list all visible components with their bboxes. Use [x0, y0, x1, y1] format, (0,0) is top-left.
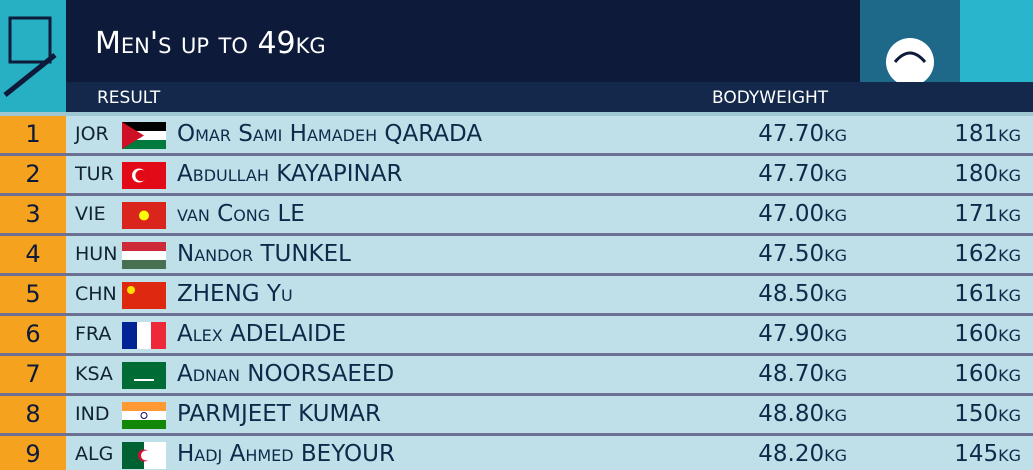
rank: 7: [0, 356, 66, 393]
table-row: 4 HUN Nandor TUNKEL 47.50kg 162kg: [0, 236, 1033, 276]
table-row: 9 ALG Hadj Ahmed BEYOUR 48.20kg 145kg: [0, 436, 1033, 470]
bodyweight: 48.70kg: [758, 361, 847, 387]
bodyweight: 48.80kg: [758, 401, 847, 427]
flag: [122, 242, 166, 269]
result: 162kg: [954, 241, 1021, 267]
sport-icon: [0, 0, 66, 112]
bodyweight: 47.50kg: [758, 241, 847, 267]
subheader-band: [0, 82, 1033, 112]
column-label: RESULT: [97, 88, 161, 108]
bodyweight: 48.20kg: [758, 441, 847, 467]
flag: [122, 122, 166, 149]
athlete-name: Alex ADELAIDE: [177, 321, 347, 347]
country-code: KSA: [75, 363, 113, 385]
result: 160kg: [954, 321, 1021, 347]
athlete-name: PARMJEET KUMAR: [177, 401, 382, 427]
table-row: 3 VIE van Cong LE 47.00kg 171kg: [0, 196, 1033, 236]
athlete-name: van Cong LE: [177, 201, 305, 227]
table-row: 2 TUR Abdullah KAYAPINAR 47.70kg 180kg: [0, 156, 1033, 196]
rank: 6: [0, 316, 66, 353]
country-code: IND: [75, 403, 110, 425]
table-row: 5 CHN ZHENG Yu 48.50kg 161kg: [0, 276, 1033, 316]
athlete-name: Abdullah KAYAPINAR: [177, 161, 403, 187]
rank: 8: [0, 396, 66, 433]
table-row: 7 KSA Adnan NOORSAEED 48.70kg 160kg: [0, 356, 1033, 396]
rank: 4: [0, 236, 66, 273]
flag: [122, 362, 166, 389]
result: 150kg: [954, 401, 1021, 427]
country-code: FRA: [75, 323, 112, 345]
bodyweight: 47.90kg: [758, 321, 847, 347]
rank: 2: [0, 156, 66, 193]
country-code: ALG: [75, 443, 114, 465]
bodyweight: 47.70kg: [758, 161, 847, 187]
result: 171kg: [954, 201, 1021, 227]
bodyweight: 47.00kg: [758, 201, 847, 227]
table-row: 1 JOR Omar Sami Hamadeh QARADA 47.70kg 181kg: [0, 116, 1033, 156]
athlete-name: Adnan NOORSAEED: [177, 361, 395, 387]
flag: [122, 162, 166, 189]
country-code: VIE: [75, 203, 106, 225]
result: 145kg: [954, 441, 1021, 467]
title: Men's up to 49kg: [95, 26, 326, 61]
athlete-name: ZHENG Yu: [177, 281, 293, 307]
flag: [122, 202, 166, 229]
result: 180kg: [954, 161, 1021, 187]
logo-decoration: [860, 0, 1033, 82]
result: 160kg: [954, 361, 1021, 387]
flag: [122, 402, 166, 429]
country-code: TUR: [75, 163, 114, 185]
athlete-name: Hadj Ahmed BEYOUR: [177, 441, 395, 467]
rank: 9: [0, 436, 66, 470]
rank: 5: [0, 276, 66, 313]
athlete-name: Omar Sami Hamadeh QARADA: [177, 121, 483, 147]
flag: [122, 282, 166, 309]
country-code: HUN: [75, 243, 118, 265]
bodyweight: 48.50kg: [758, 281, 847, 307]
rank: 1: [0, 116, 66, 153]
column-label: BODYWEIGHT: [712, 88, 829, 108]
flag: [122, 322, 166, 349]
rank: 3: [0, 196, 66, 233]
country-code: JOR: [75, 123, 109, 145]
bodyweight: 47.70kg: [758, 121, 847, 147]
athlete-name: Nandor TUNKEL: [177, 241, 351, 267]
result: 161kg: [954, 281, 1021, 307]
table-row: 6 FRA Alex ADELAIDE 47.90kg 160kg: [0, 316, 1033, 356]
flag: [122, 442, 166, 469]
table-row: 8 IND PARMJEET KUMAR 48.80kg 150kg: [0, 396, 1033, 436]
result: 181kg: [954, 121, 1021, 147]
country-code: CHN: [75, 283, 117, 305]
